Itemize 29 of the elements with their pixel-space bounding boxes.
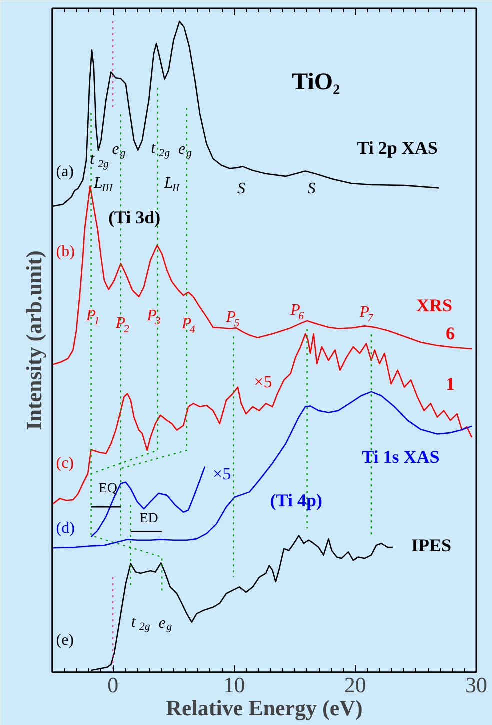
x-tick-label: 0: [108, 672, 119, 698]
annotation: 6: [446, 323, 456, 344]
annotation: TiO₂: [292, 70, 340, 96]
annotation: EQ: [98, 481, 118, 496]
annotation: 1: [446, 374, 456, 394]
annotation: (d): [56, 520, 75, 538]
annotation: (e): [56, 632, 74, 650]
annotation: Ti 2p XAS: [357, 138, 438, 158]
y-axis-title: Intensity (arb.unit): [22, 250, 46, 430]
annotation: (Ti 4p): [270, 490, 322, 511]
annotation: ×5: [212, 464, 232, 484]
annotation: S: [308, 180, 316, 198]
annotation: t2g: [90, 151, 110, 170]
x-tick-label: 20: [344, 672, 366, 698]
annotation: IPES: [412, 536, 452, 556]
annotation: (a): [56, 163, 74, 180]
x-tick-label: 10: [223, 672, 246, 698]
annotation: (c): [56, 455, 74, 472]
annotation: ×5: [254, 372, 272, 392]
x-axis-title: Relative Energy (eV): [166, 696, 363, 720]
annotation: t2g: [151, 140, 171, 160]
annotation: (Ti 3d): [108, 207, 161, 228]
x-tick-label: 30: [466, 672, 488, 698]
annotation: t2g: [131, 614, 151, 634]
annotation: Ti 1s XAS: [362, 447, 440, 468]
annotation: S: [237, 180, 246, 198]
annotation: XRS: [416, 295, 453, 316]
annotation: ED: [140, 511, 158, 526]
annotation: (b): [56, 243, 75, 260]
